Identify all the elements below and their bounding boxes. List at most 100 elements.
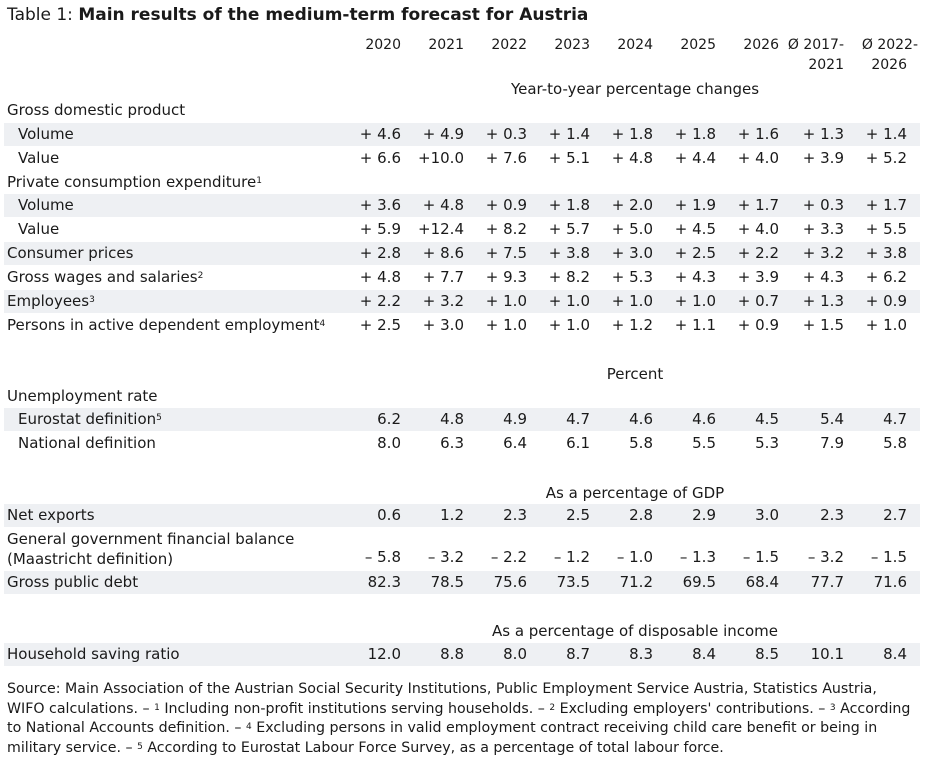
cell: + 3.3 (802, 220, 844, 238)
cell: + 7.5 (485, 244, 527, 262)
cell: 8.3 (629, 645, 653, 663)
cell: + 4.9 (422, 125, 464, 143)
cell: – 3.2 (807, 548, 844, 566)
cell: – 3.2 (427, 548, 464, 566)
col-header-avg-2022-2026-line2: 2026 (871, 57, 907, 73)
footnote-marker: 1 (154, 702, 160, 713)
cell: – 1.0 (616, 548, 653, 566)
cell: + 9.3 (485, 268, 527, 286)
table-title: Table 1: Main results of the medium-term… (7, 4, 588, 26)
row-label: Persons in active dependent employment4 (7, 314, 325, 337)
row-label: Consumer prices (7, 244, 134, 262)
footnote-marker: 5 (156, 413, 162, 423)
cell: 8.8 (440, 645, 464, 663)
cell: + 5.5 (865, 220, 907, 238)
col-header-2021: 2021 (428, 37, 464, 53)
cell: + 3.6 (359, 196, 401, 214)
cell: 78.5 (430, 573, 464, 591)
cell: + 1.0 (485, 292, 527, 310)
col-header-avg-2022-2026: Ø 2022- (861, 37, 918, 53)
cell: 5.8 (883, 434, 907, 452)
cell: + 4.6 (359, 125, 401, 143)
cell: + 8.2 (548, 268, 590, 286)
cell: 75.6 (493, 573, 527, 591)
cell: + 5.2 (865, 149, 907, 167)
cell: 2.9 (692, 506, 716, 524)
cell: + 0.9 (737, 316, 779, 334)
cell: 2.3 (503, 506, 527, 524)
row-consumer-prices: Consumer prices + 2.8 + 8.6 + 7.5 + 3.8 … (4, 242, 920, 265)
cell: + 6.6 (359, 149, 401, 167)
cell: + 1.0 (548, 316, 590, 334)
cell: – 1.3 (679, 548, 716, 566)
cell: +10.0 (418, 149, 464, 167)
cell: + 0.3 (485, 125, 527, 143)
cell: 82.3 (367, 573, 401, 591)
row-label: Gross wages and salaries2 (7, 266, 203, 289)
cell: 71.6 (873, 573, 907, 591)
cell: + 2.5 (359, 316, 401, 334)
cell: + 1.0 (485, 316, 527, 334)
cell: + 3.0 (611, 244, 653, 262)
cell: + 3.8 (548, 244, 590, 262)
footnote-text: Excluding persons in valid employment co… (7, 720, 878, 756)
cell: 2.5 (566, 506, 590, 524)
cell: + 4.3 (802, 268, 844, 286)
cell: + 5.3 (611, 268, 653, 286)
cell: + 6.2 (865, 268, 907, 286)
footnote-marker: 4 (319, 319, 326, 329)
cell: + 4.8 (422, 196, 464, 214)
row-label: Net exports (7, 506, 95, 524)
cell: 0.6 (377, 506, 401, 524)
cell: 8.4 (692, 645, 716, 663)
cell: + 1.6 (737, 125, 779, 143)
row-employees: Employees3 + 2.2 + 3.2 + 1.0 + 1.0 + 1.0… (4, 290, 920, 313)
row-label: Volume (18, 125, 74, 143)
row-label: Employees3 (7, 290, 95, 313)
section-header-percent-changes: Year-to-year percentage changes (510, 80, 760, 98)
cell: + 3.8 (865, 244, 907, 262)
cell: 5.4 (820, 410, 844, 428)
cell: 4.7 (883, 410, 907, 428)
cell: 4.7 (566, 410, 590, 428)
cell: 69.5 (682, 573, 716, 591)
cell: 68.4 (745, 573, 779, 591)
cell: + 3.2 (422, 292, 464, 310)
cell: – 1.2 (553, 548, 590, 566)
row-gdp-volume: Volume + 4.6 + 4.9 + 0.3 + 1.4 + 1.8 + 1… (4, 123, 920, 146)
cell: + 1.3 (802, 125, 844, 143)
cell: 12.0 (367, 645, 401, 663)
group-label-gdp: Gross domestic product (7, 101, 186, 119)
footnote-marker: 2 (197, 271, 204, 281)
cell: + 4.4 (674, 149, 716, 167)
row-gross-wages: Gross wages and salaries2 + 4.8 + 7.7 + … (4, 266, 920, 289)
footnote-marker: 3 (89, 295, 95, 305)
row-label-line2: (Maastricht definition) (7, 550, 174, 568)
cell: 5.3 (755, 434, 779, 452)
cell: – 1.5 (742, 548, 779, 566)
cell: + 1.8 (548, 196, 590, 214)
cell: 2.3 (820, 506, 844, 524)
cell: 6.3 (440, 434, 464, 452)
cell: + 1.0 (611, 292, 653, 310)
section-header-percent-gdp: As a percentage of GDP (545, 484, 725, 502)
row-label-text: Employees (7, 292, 90, 310)
cell: 6.1 (566, 434, 590, 452)
cell: – 1.5 (870, 548, 907, 566)
row-pce-volume: Volume + 3.6 + 4.8 + 0.9 + 1.8 + 2.0 + 1… (4, 194, 920, 217)
cell: + 1.4 (548, 125, 590, 143)
row-label: Gross public debt (7, 573, 139, 591)
cell: 2.8 (629, 506, 653, 524)
col-header-2023: 2023 (554, 37, 590, 53)
row-label: National definition (18, 434, 156, 452)
cell: 8.7 (566, 645, 590, 663)
cell: + 0.3 (802, 196, 844, 214)
cell: + 1.8 (611, 125, 653, 143)
cell: + 3.9 (802, 149, 844, 167)
cell: + 2.2 (359, 292, 401, 310)
cell: + 8.6 (422, 244, 464, 262)
cell: 6.4 (503, 434, 527, 452)
cell: + 1.7 (865, 196, 907, 214)
col-header-2020: 2020 (365, 37, 401, 53)
table-title-prefix: Table 1: (7, 5, 79, 25)
